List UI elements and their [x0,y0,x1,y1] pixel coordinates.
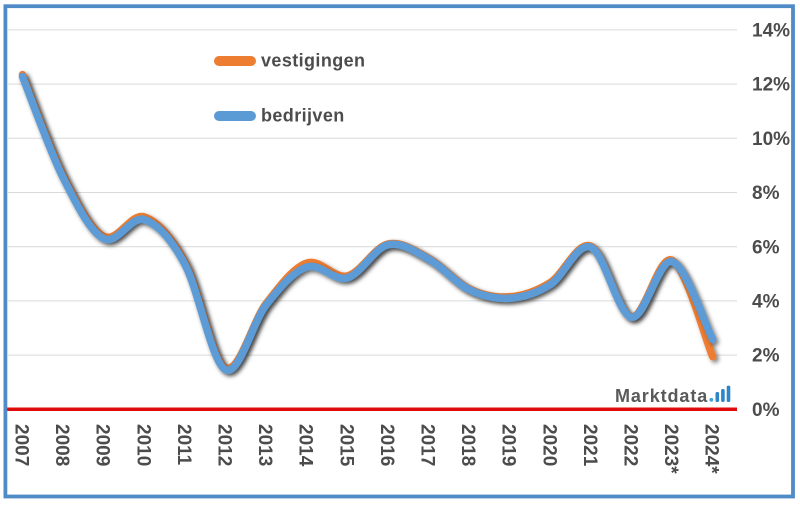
svg-text:12%: 12% [752,75,790,96]
svg-text:2017: 2017 [417,424,438,466]
svg-text:2009: 2009 [92,424,113,466]
svg-text:2021: 2021 [579,424,600,467]
svg-text:8%: 8% [752,183,780,204]
svg-text:14%: 14% [752,21,790,42]
svg-text:2011: 2011 [173,424,194,466]
svg-text:Marktdata: Marktdata [615,386,708,406]
svg-text:bedrijven: bedrijven [261,106,345,126]
svg-text:2022: 2022 [620,424,641,466]
svg-text:6%: 6% [752,237,780,258]
svg-text:2010: 2010 [132,424,153,466]
svg-text:2019: 2019 [498,424,519,466]
svg-text:2024*: 2024* [701,424,722,474]
svg-text:2020: 2020 [538,424,559,466]
svg-text:0%: 0% [752,400,780,421]
svg-text:2008: 2008 [51,424,72,466]
svg-text:2018: 2018 [457,424,478,466]
svg-text:2%: 2% [752,346,780,367]
svg-text:4%: 4% [752,292,780,313]
svg-text:2016: 2016 [376,424,397,466]
svg-text:10%: 10% [752,129,790,150]
svg-text:vestigingen: vestigingen [261,51,365,71]
svg-text:2014: 2014 [295,424,316,467]
svg-text:2007: 2007 [11,424,32,466]
svg-text:2013: 2013 [254,424,275,466]
svg-text:2012: 2012 [214,424,235,466]
svg-text:2015: 2015 [335,424,356,467]
svg-text:2023*: 2023* [660,424,681,474]
